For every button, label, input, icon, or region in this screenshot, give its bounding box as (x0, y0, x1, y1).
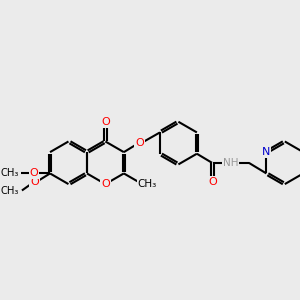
Text: CH₃: CH₃ (1, 168, 19, 178)
Text: CH₃: CH₃ (1, 186, 19, 196)
Text: N: N (262, 147, 271, 157)
Text: O: O (101, 117, 110, 127)
Text: CH₃: CH₃ (138, 179, 157, 189)
Text: O: O (135, 138, 144, 148)
Text: NH: NH (223, 158, 239, 168)
Text: O: O (30, 178, 39, 188)
Text: O: O (101, 179, 110, 189)
Text: O: O (30, 168, 38, 178)
Text: O: O (208, 176, 217, 187)
